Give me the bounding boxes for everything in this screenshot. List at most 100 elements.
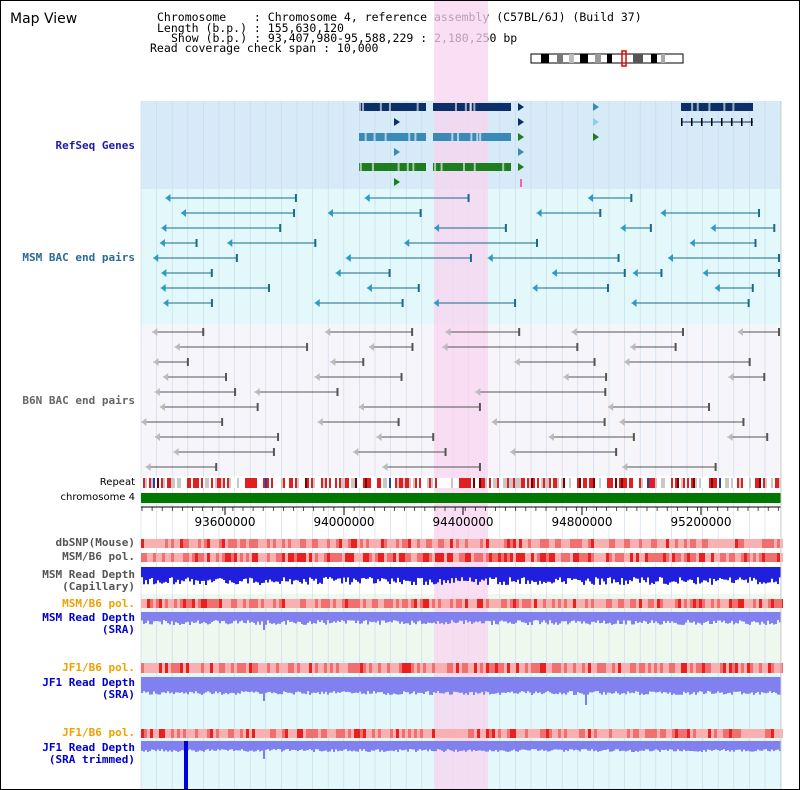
jf1-depth-sra-bar: [575, 677, 577, 695]
jf1-depth-trim-bar: [751, 741, 753, 752]
jf1-depth-sra-bar: [283, 677, 285, 692]
msm-depth-sra-bar: [609, 612, 611, 623]
gene-arrow: [394, 118, 400, 126]
jf1-b6-pol-2-stripe: [420, 729, 423, 738]
jf1-b6-pol-2-stripe: [732, 729, 735, 738]
jf1-b6-pol-stripe: [402, 663, 405, 673]
msm-depth-cap-bar: [693, 567, 695, 584]
jf1-depth-trim-bar: [603, 741, 605, 751]
b6n-bac-end: [358, 403, 364, 411]
dbsnp-stripe: [144, 539, 147, 548]
msm-read-depth-sra-label[interactable]: MSM Read Depth (SRA): [42, 611, 135, 636]
jf1-depth-trim-bar: [205, 741, 207, 750]
msm-bac-end: [649, 224, 652, 232]
jf1-depth-trim-bar: [661, 741, 663, 750]
msm-b6-pol-sra-stripe: [336, 599, 339, 608]
b6n-bac-end: [518, 328, 521, 336]
jf1-b6-pol-2-stripe: [630, 729, 633, 738]
msm-b6-pol-sra-stripe: [744, 599, 747, 608]
dbsnp-stripe: [561, 539, 564, 548]
repeat-segment: [399, 478, 401, 488]
msm-depth-cap-bar: [145, 567, 147, 581]
dbsnp-stripe: [153, 539, 156, 548]
repeat-segment: [485, 478, 487, 488]
msm-depth-cap-bar: [191, 567, 193, 580]
jf1-b6-pol-2-stripe: [636, 729, 639, 738]
msm-depth-sra-bar: [353, 612, 355, 621]
dbsnp-stripe: [270, 539, 273, 548]
msm-b6-pol-sra-stripe: [243, 599, 246, 608]
jf1-depth-trim-bar: [233, 741, 235, 752]
jf1-depth-trim-bar: [743, 741, 745, 750]
jf1-b6-pol-2-stripe: [735, 729, 738, 738]
jf1-depth-trim-bar: [433, 741, 435, 752]
msm-depth-cap-bar: [341, 567, 343, 584]
repeat-segment: [265, 478, 267, 488]
msm-bac-end: [388, 269, 391, 277]
msm-b6-pol-stripe: [678, 553, 681, 562]
jf1-b6-pol-stripe: [687, 663, 690, 673]
jf1-depth-sra-bar: [329, 677, 331, 693]
msm-depth-cap-bar: [749, 567, 751, 578]
dbsnp-stripe: [714, 539, 717, 548]
jf1-depth-sra-bar: [201, 677, 203, 695]
jf1-depth-sra-bar: [267, 677, 269, 693]
jf1-depth-sra-bar: [485, 677, 487, 692]
jf1-b6-pol-stripe: [516, 663, 519, 673]
repeat-segment: [545, 478, 547, 488]
msm-b6-pol-sra-stripe: [183, 599, 186, 608]
dbsnp-stripe: [759, 539, 762, 548]
msm-b6-pol-sra-stripe: [711, 599, 714, 608]
msm-b6-pol-stripe: [396, 553, 399, 562]
dbsnp-label[interactable]: dbSNP(Mouse): [55, 536, 135, 549]
jf1-b6-pol-2-stripe: [369, 729, 372, 738]
jf1-b6-pol-2-label[interactable]: JF1/B6 pol.: [62, 726, 135, 739]
msm-b6-pol-stripe: [699, 553, 702, 562]
msm-read-depth-capillary-label[interactable]: MSM Read Depth (Capillary): [42, 568, 135, 593]
msm-depth-sra-bar: [729, 612, 731, 623]
msm-bac-label[interactable]: MSM BAC end pairs: [22, 251, 135, 264]
msm-b6-pol-stripe: [723, 553, 726, 562]
jf1-b6-pol-2-stripe: [480, 729, 483, 738]
jf1-b6-pol-stripe: [633, 663, 636, 673]
jf1-depth-sra-bar: [717, 677, 719, 692]
repeat-segment: [141, 478, 143, 488]
msm-b6-pol-sra-stripe: [276, 599, 279, 608]
msm-depth-cap-bar: [431, 567, 433, 583]
repeat-segment: [775, 478, 777, 488]
jf1-read-depth-sra-label[interactable]: JF1 Read Depth (SRA): [42, 676, 135, 701]
jf1-b6-pol-stripe: [522, 663, 525, 673]
jf1-b6-pol-2-stripe: [321, 729, 324, 738]
msm-depth-sra-bar: [625, 612, 627, 625]
jf1-b6-pol-2-stripe: [360, 729, 363, 738]
msm-depth-cap-bar: [635, 567, 637, 579]
msm-b6-pol-sra-stripe: [645, 599, 648, 608]
jf1-depth-trim-bar: [409, 741, 411, 750]
msm-depth-sra-bar: [399, 612, 401, 624]
jf1-b6-pol-2-stripe: [600, 729, 603, 738]
jf1-b6-pol-stripe: [276, 663, 279, 673]
msm-b6-pol-sra-label[interactable]: MSM/B6 pol.: [62, 597, 135, 610]
msm-bac-end: [404, 239, 410, 247]
jf1-depth-trim-bar: [713, 741, 715, 750]
jf1-depth-sra-bar: [525, 677, 527, 694]
jf1-depth-trim-bar: [555, 741, 557, 750]
jf1-b6-pol-stripe: [195, 663, 198, 673]
jf1-b6-pol-label[interactable]: JF1/B6 pol.: [62, 661, 135, 674]
msm-b6-pol-sra-stripe: [546, 599, 549, 608]
jf1-depth-sra-bar: [549, 677, 551, 693]
gene-exon: [711, 118, 713, 126]
msm-b6-pol-label[interactable]: MSM/B6 pol.: [62, 550, 135, 563]
jf1-read-depth-trimmed-label[interactable]: JF1 Read Depth (SRA trimmed): [42, 741, 135, 766]
dbsnp-stripe: [684, 539, 687, 548]
b6n-bac-label[interactable]: B6N BAC end pairs: [22, 394, 135, 407]
refseq-genes-label[interactable]: RefSeq Genes: [55, 139, 135, 152]
jf1-depth-sra-bar: [415, 677, 417, 695]
msm-depth-cap-bar: [387, 567, 389, 582]
jf1-b6-pol-stripe: [663, 663, 666, 673]
repeat-segment: [371, 478, 373, 488]
jf1-depth-sra-bar: [653, 677, 655, 692]
msm-depth-sra-bar: [221, 612, 223, 622]
jf1-depth-sra-bar: [537, 677, 539, 693]
